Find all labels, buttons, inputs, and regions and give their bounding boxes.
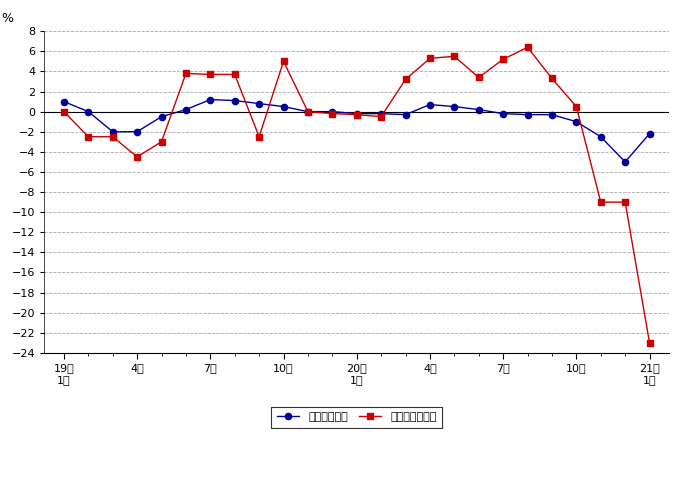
総実労働時間 — [109, 129, 117, 134]
総実労働時間 — [304, 109, 312, 114]
Legend: 総実労働時間, 所定外労働時間: 総実労働時間, 所定外労働時間 — [272, 407, 442, 428]
総実労働時間 — [133, 129, 141, 134]
所定外労働時間 — [353, 112, 361, 117]
所定外労働時間 — [206, 72, 214, 77]
総実労働時間 — [573, 119, 581, 125]
所定外労働時間 — [548, 75, 556, 81]
所定外労働時間 — [231, 72, 239, 77]
所定外労働時間 — [279, 58, 287, 64]
所定外労働時間 — [426, 56, 434, 61]
所定外労働時間 — [255, 134, 263, 140]
所定外労働時間 — [450, 54, 458, 59]
所定外労働時間 — [621, 199, 629, 205]
総実労働時間 — [206, 96, 214, 102]
総実労働時間 — [621, 159, 629, 165]
総実労働時間 — [182, 107, 190, 112]
所定外労働時間 — [523, 44, 531, 50]
総実労働時間 — [450, 104, 458, 110]
所定外労働時間 — [499, 56, 507, 62]
総実労働時間 — [60, 99, 68, 105]
所定外労働時間 — [377, 114, 385, 120]
総実労働時間 — [523, 112, 531, 117]
総実労働時間 — [597, 134, 605, 140]
所定外労働時間 — [304, 109, 312, 114]
所定外労働時間 — [182, 71, 190, 76]
総実労働時間 — [402, 112, 410, 117]
総実労働時間 — [499, 111, 507, 116]
総実労働時間 — [329, 109, 337, 114]
Line: 総実労働時間: 総実労働時間 — [61, 96, 652, 165]
所定外労働時間 — [158, 139, 166, 145]
所定外労働時間 — [475, 75, 483, 80]
総実労働時間 — [353, 111, 361, 116]
所定外労働時間 — [402, 76, 410, 82]
総実労働時間 — [279, 104, 287, 110]
所定外労働時間 — [60, 109, 68, 114]
所定外労働時間 — [109, 134, 117, 140]
所定外労働時間 — [573, 104, 581, 110]
総実労働時間 — [426, 102, 434, 108]
総実労働時間 — [548, 112, 556, 117]
総実労働時間 — [646, 131, 654, 137]
所定外労働時間 — [597, 199, 605, 205]
総実労働時間 — [84, 109, 93, 114]
総実労働時間 — [475, 107, 483, 112]
所定外労働時間 — [84, 134, 93, 140]
総実労働時間 — [158, 114, 166, 120]
総実労働時間 — [231, 97, 239, 103]
所定外労働時間 — [646, 340, 654, 346]
所定外労働時間 — [133, 154, 141, 160]
Y-axis label: %: % — [1, 12, 13, 25]
Line: 所定外労働時間: 所定外労働時間 — [61, 44, 652, 346]
所定外労働時間 — [329, 111, 337, 116]
総実労働時間 — [255, 101, 263, 107]
総実労働時間 — [377, 111, 385, 116]
